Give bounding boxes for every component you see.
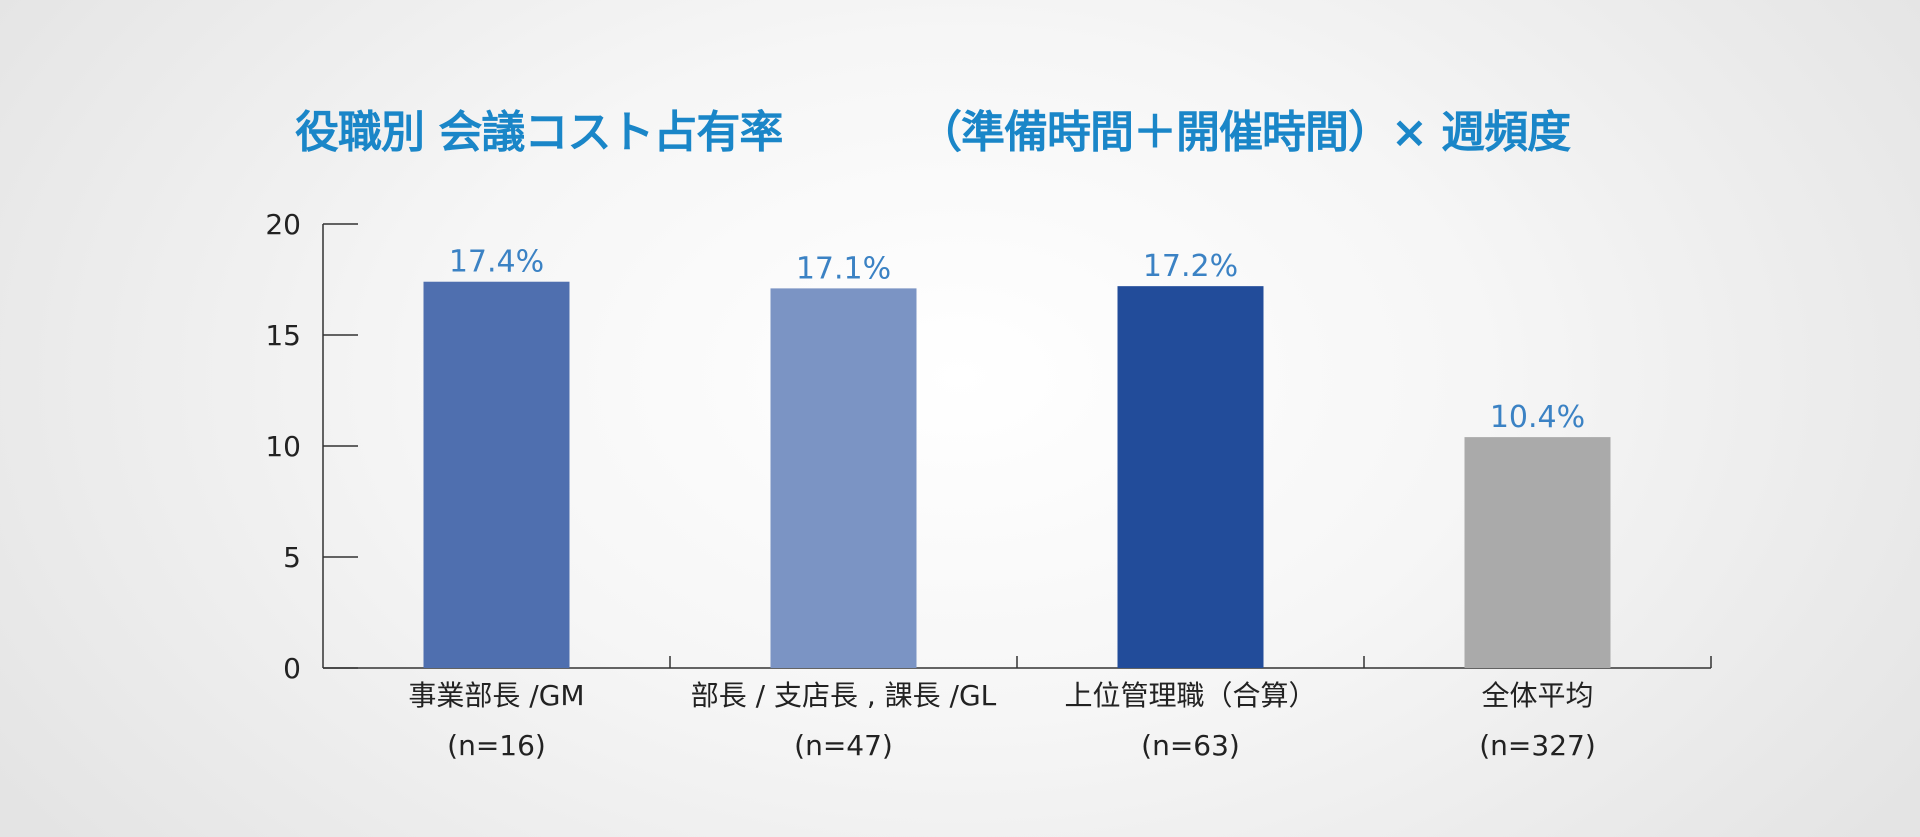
bar <box>423 281 570 668</box>
data-label: 17.4% <box>449 245 544 280</box>
data-label: 17.2% <box>1143 249 1238 284</box>
y-tick-label: 20 <box>265 208 301 241</box>
x-tick-note: (n=63) <box>1141 729 1240 762</box>
y-tick-label: 15 <box>265 319 301 352</box>
data-label: 17.1% <box>796 251 891 286</box>
y-tick-label: 0 <box>283 652 301 685</box>
bar <box>770 288 917 668</box>
y-tick-label: 5 <box>283 541 301 574</box>
x-tick-note: (n=327) <box>1479 729 1596 762</box>
chart-title: 役職別 会議コスト占有率 <box>295 107 783 158</box>
axes-layer: 0 5 10 15 20 <box>265 208 1712 685</box>
x-tick-label: 事業部長 /GM <box>408 679 584 712</box>
chart-subtitle: （準備時間＋開催時間）× 週頻度 <box>918 107 1571 158</box>
x-tick-label: 全体平均 <box>1481 679 1593 712</box>
bars-layer <box>423 281 1611 668</box>
bar <box>1117 286 1264 668</box>
x-tick-label: 部長 / 支店長 , 課長 /GL <box>691 679 997 712</box>
x-tick-label: 上位管理職（合算） <box>1064 679 1316 712</box>
x-tick-note: (n=16) <box>447 729 546 762</box>
bar <box>1464 437 1611 668</box>
data-label: 10.4% <box>1490 400 1585 435</box>
x-tick-note: (n=47) <box>794 729 893 762</box>
y-tick-label: 10 <box>265 430 301 463</box>
labels-layer: 17.4% 事業部長 /GM (n=16) 17.1% 部長 / 支店長 , 課長 /G… <box>408 245 1595 762</box>
